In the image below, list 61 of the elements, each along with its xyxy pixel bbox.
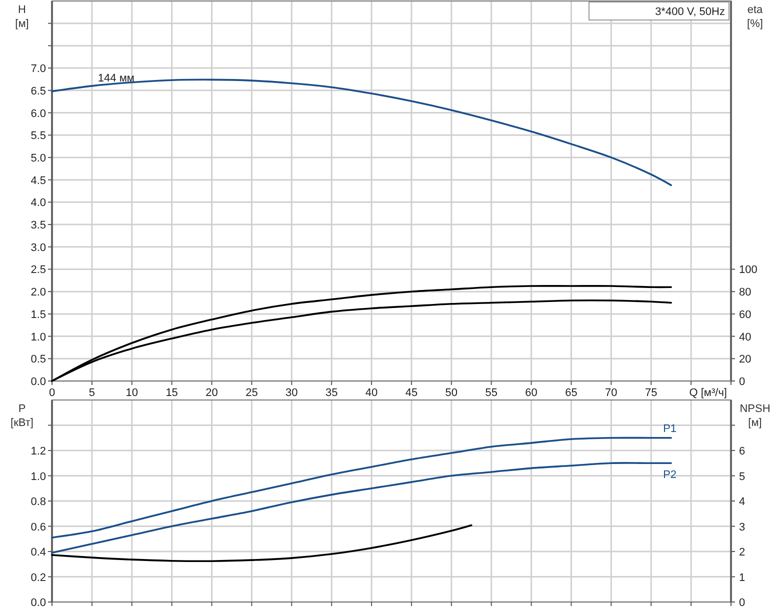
chart-title: 3*400 V, 50Hz	[655, 6, 725, 18]
y2-axis-title: NPSH [м]	[740, 403, 770, 429]
x-tick-label: 75	[644, 387, 658, 399]
y2-tick-label: 6	[739, 446, 746, 458]
y2-tick-label: 1	[739, 572, 746, 584]
y2-tick-label: 80	[739, 286, 752, 299]
x-tick-label: 50	[445, 387, 458, 399]
y-tick-label: 0.0	[30, 376, 46, 388]
x-tick-label: 5	[88, 387, 96, 399]
y-tick-label: 6.5	[30, 85, 46, 98]
y-tick-label: 0.4	[30, 546, 46, 558]
y-tick-label: 0.6	[30, 521, 46, 534]
y-tick-label: 1.2	[30, 446, 46, 458]
y-axis-title: H [м]	[15, 4, 29, 30]
x-tick-label: 45	[405, 387, 418, 399]
y2-tick-label: 4	[739, 496, 746, 508]
y-tick-label: 3.5	[30, 220, 46, 232]
x-tick-label: 0	[48, 387, 56, 399]
x-tick-label: 60	[525, 387, 538, 399]
y2-tick-label: 60	[739, 308, 752, 321]
y-tick-label: 1.5	[30, 308, 46, 321]
y-tick-label: 0.2	[30, 572, 46, 584]
x-tick-label: 20	[206, 387, 218, 399]
x-tick-label: 65	[565, 387, 578, 399]
y2-tick-label: 0	[739, 597, 746, 609]
x-tick-label: 15	[166, 387, 178, 399]
y-tick-label: 5.0	[30, 152, 46, 164]
y2-tick-label: 20	[739, 354, 752, 366]
x-tick-label: 10	[126, 387, 138, 399]
series-label: P2	[663, 469, 677, 482]
y-tick-label: 0.5	[30, 354, 46, 366]
y-tick-label: 4.0	[30, 197, 46, 210]
annotation: 144 мм	[98, 72, 134, 85]
y-axis-title: P [кВт]	[10, 403, 34, 429]
series-label: P1	[663, 422, 677, 435]
y-tick-label: 6.0	[30, 108, 46, 120]
y-tick-label: 5.5	[30, 130, 46, 142]
y-tick-label: 1.0	[30, 331, 46, 344]
x-tick-label: 30	[286, 387, 298, 399]
y-tick-label: 0.0	[30, 597, 46, 609]
y2-axis-title: eta [%]	[747, 4, 764, 30]
y2-tick-label: 5	[739, 470, 746, 483]
y-tick-label: 3.0	[30, 242, 46, 254]
x-tick-label: 70	[605, 387, 618, 399]
y2-tick-label: 0	[739, 376, 746, 388]
y-tick-label: 0.8	[30, 496, 46, 508]
y-tick-label: 1.0	[30, 470, 46, 483]
x-tick-label: 55	[485, 387, 498, 399]
y2-tick-label: 3	[739, 521, 746, 534]
y2-tick-label: 100	[739, 264, 758, 276]
y2-tick-label: 40	[739, 331, 752, 344]
x-tick-label: 40	[365, 387, 378, 399]
y-tick-label: 7.0	[30, 63, 46, 76]
y-tick-label: 2.0	[30, 286, 46, 299]
y-tick-label: 2.5	[30, 264, 46, 276]
line-series	[51, 524, 472, 562]
x-tick-label: 25	[246, 387, 258, 399]
y2-tick-label: 2	[739, 546, 746, 558]
y-tick-label: 4.5	[30, 174, 46, 187]
x-tick-label: 35	[325, 387, 338, 399]
x-axis-title: Q [м³/ч]	[689, 387, 727, 399]
